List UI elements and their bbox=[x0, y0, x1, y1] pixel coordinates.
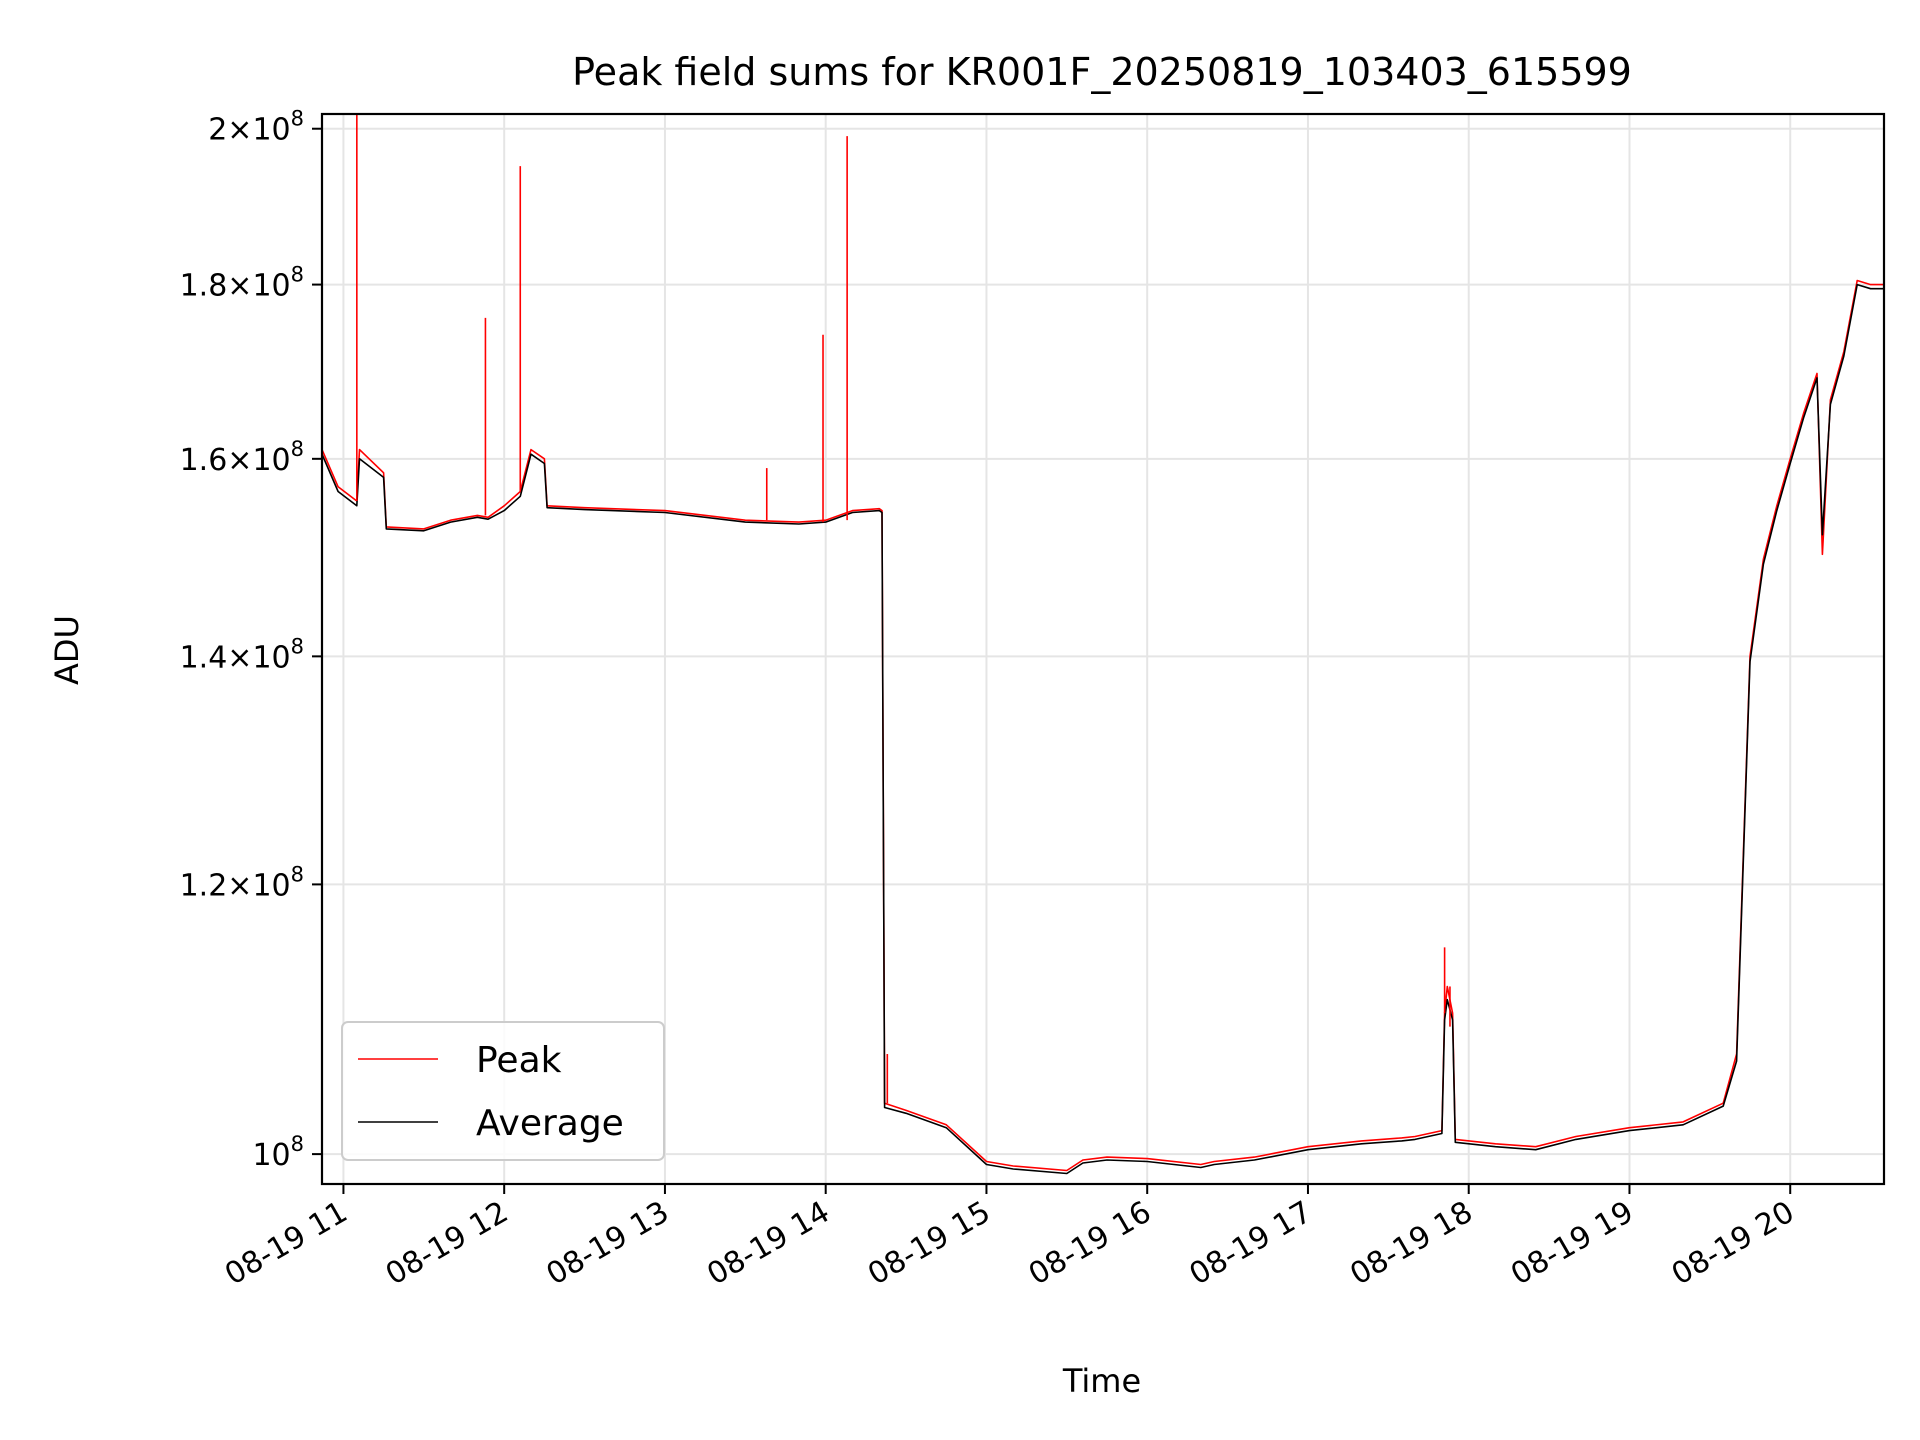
chart-title: Peak field sums for KR001F_20250819_1034… bbox=[572, 50, 1632, 94]
legend-average-label: Average bbox=[476, 1103, 624, 1144]
y-axis: 108 1.2×108 1.4×108 1.6×108 1.8×108 2×108 bbox=[180, 107, 322, 1173]
series-line-average bbox=[321, 283, 1884, 1175]
plot-area-frame bbox=[320, 112, 1886, 1186]
y-tick-label: 1.2×108 bbox=[180, 862, 304, 903]
legend-box bbox=[341, 1021, 665, 1161]
x-axis-label: Time bbox=[1062, 1362, 1141, 1400]
grid bbox=[322, 114, 1884, 1184]
y-tick-label: 108 bbox=[252, 1132, 304, 1173]
plot-series bbox=[321, 114, 1884, 1175]
y-tick-label: 1.6×108 bbox=[180, 437, 304, 478]
y-tick-label: 1.4×108 bbox=[180, 634, 304, 675]
y-tick-label: 2×108 bbox=[208, 107, 304, 148]
legend-peak-label: Peak bbox=[476, 1040, 562, 1081]
y-axis-label: ADU bbox=[48, 615, 86, 685]
y-tick-label: 1.8×108 bbox=[180, 263, 304, 304]
legend: Peak Average bbox=[341, 1021, 665, 1161]
